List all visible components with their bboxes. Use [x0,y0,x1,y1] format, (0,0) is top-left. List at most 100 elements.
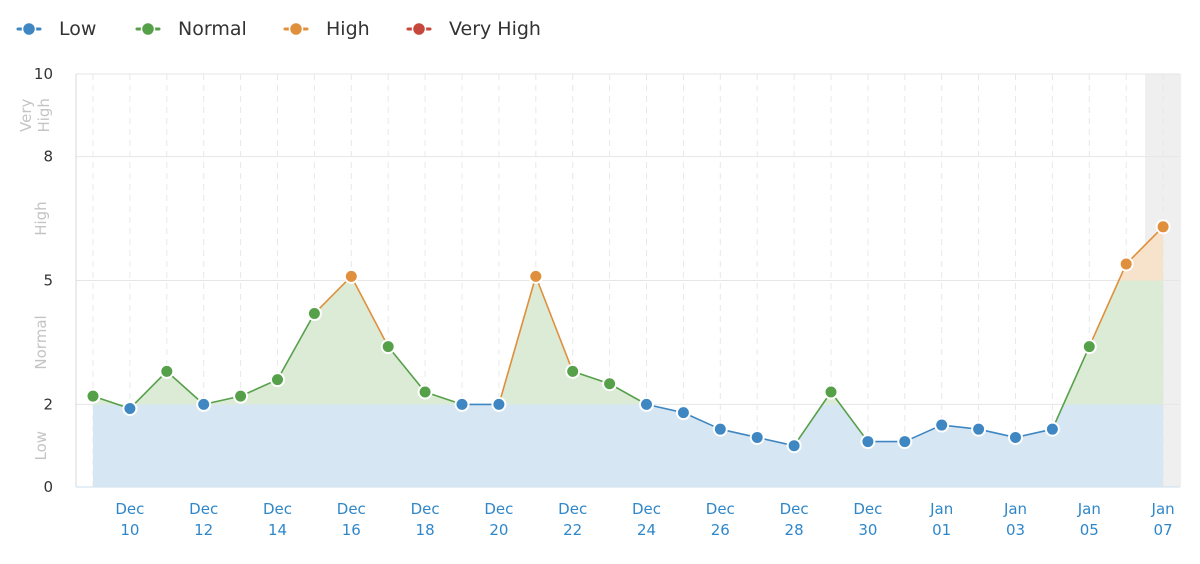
legend-swatch-dot [140,21,156,37]
x-tick-day: 03 [1006,521,1025,539]
band-label-text: Normal [32,315,50,369]
series-line-segment [535,276,574,372]
data-point-2023-12-22 [565,363,581,379]
x-tick-day: 30 [858,521,877,539]
data-point-2023-12-24 [639,396,654,412]
x-tick-month: Dec [263,500,292,518]
data-point-2023-12-15 [306,306,322,322]
x-tick-2023-12-10: Dec 10 [115,500,144,539]
band-label-text: Very [17,98,35,131]
x-axis: Dec 10 Dec 12 Dec 14 Dec 16 Dec 18 Dec 20 Dec 22 Dec 24… [115,500,1174,539]
legend-label: Very High [449,18,541,40]
data-point-2024-01-03 [1008,429,1023,445]
area-fill-low [93,404,1164,487]
legend-item-low: Low [16,18,96,40]
data-point-2023-12-29 [823,384,839,400]
data-point-2023-12-11 [159,363,175,379]
x-tick-2024-01-07: Jan 07 [1151,500,1175,539]
legend-swatch-dot [21,21,37,37]
band-label-low: Low [32,431,50,461]
data-point-2023-12-09 [85,388,101,404]
x-tick-2024-01-01: Jan 01 [929,500,953,539]
band-label-text: High [35,98,53,132]
x-tick-2023-12-26: Dec 26 [706,500,735,539]
x-tick-day: 26 [711,521,730,539]
band-label-normal: Normal [32,315,50,369]
area-fills [93,226,1164,487]
series-line-segment [313,275,352,315]
legend-item-normal: Normal [135,18,247,40]
data-point-2023-12-10 [122,401,138,417]
data-point-2023-12-19 [454,396,470,412]
legend-label: High [326,18,370,40]
series-line-segment [498,276,537,405]
band-label-text: High [32,201,50,235]
legend-swatch-dot [411,21,427,37]
x-tick-day: 12 [194,521,213,539]
x-tick-day: 18 [416,521,435,539]
x-tick-month: Dec [632,500,661,518]
legend-item-very-high: Very High [406,18,541,40]
legend-label: Low [59,18,96,40]
x-tick-day: 01 [932,521,951,539]
data-point-2023-12-17 [380,339,396,355]
y-tick-label: 0 [43,478,53,496]
series-line-segment [1051,346,1091,430]
y-tick-label: 2 [43,395,53,413]
x-tick-day: 05 [1080,521,1099,539]
x-tick-day: 14 [268,521,287,539]
data-point-2023-12-13 [233,388,249,404]
x-tick-month: Jan [1151,500,1175,518]
data-point-2023-12-12 [196,396,212,412]
band-label-text: Low [32,431,50,461]
area-fill-normal [93,280,1164,405]
x-tick-2023-12-12: Dec 12 [189,500,218,539]
x-tick-month: Dec [115,500,144,518]
band-label-high: High [32,201,50,235]
series-line-segment [129,370,168,410]
x-tick-month: Dec [484,500,513,518]
x-tick-2024-01-05: Jan 05 [1077,500,1101,539]
x-tick-day: 22 [563,521,582,539]
x-tick-month: Jan [1077,500,1101,518]
y-tick-label: 8 [43,148,53,166]
x-tick-month: Dec [411,500,440,518]
data-point-2023-12-28 [786,438,802,454]
x-tick-day: 16 [342,521,361,539]
legend: Low Normal High Very High [16,18,541,40]
data-point-2023-12-31 [897,434,913,450]
data-point-2023-12-21 [528,268,544,284]
x-tick-2023-12-28: Dec 28 [780,500,809,539]
series-line-segment [1125,226,1164,265]
x-tick-month: Dec [558,500,587,518]
series-line-segment [350,275,389,347]
data-point-2023-12-27 [749,429,765,445]
series-line-segment [276,313,316,381]
data-point-2023-12-30 [860,434,876,450]
band-label-very-high: Very High [17,98,53,132]
y-axis: 0 2 5 8 10 [34,65,53,496]
data-point-2024-01-04 [1044,421,1060,437]
x-tick-2023-12-30: Dec 30 [853,500,882,539]
data-point-2024-01-06 [1118,256,1134,272]
series-line-segment [793,391,832,447]
y-tick-label: 5 [43,272,53,290]
data-point-2023-12-14 [270,372,285,388]
x-tick-day: 07 [1154,521,1173,539]
data-point-2024-01-02 [971,421,987,437]
x-tick-2023-12-18: Dec 18 [411,500,440,539]
series-line-segment [166,370,205,405]
legend-swatch-dot [288,21,304,37]
data-point-2024-01-07 [1155,219,1171,235]
x-tick-month: Dec [337,500,366,518]
y-tick-label: 10 [34,65,53,83]
data-point-2024-01-01 [934,417,950,433]
series-line-segment [387,346,426,393]
x-tick-month: Jan [1003,500,1027,518]
x-tick-2023-12-16: Dec 16 [337,500,366,539]
data-point-2023-12-23 [602,376,618,392]
x-tick-day: 28 [785,521,804,539]
